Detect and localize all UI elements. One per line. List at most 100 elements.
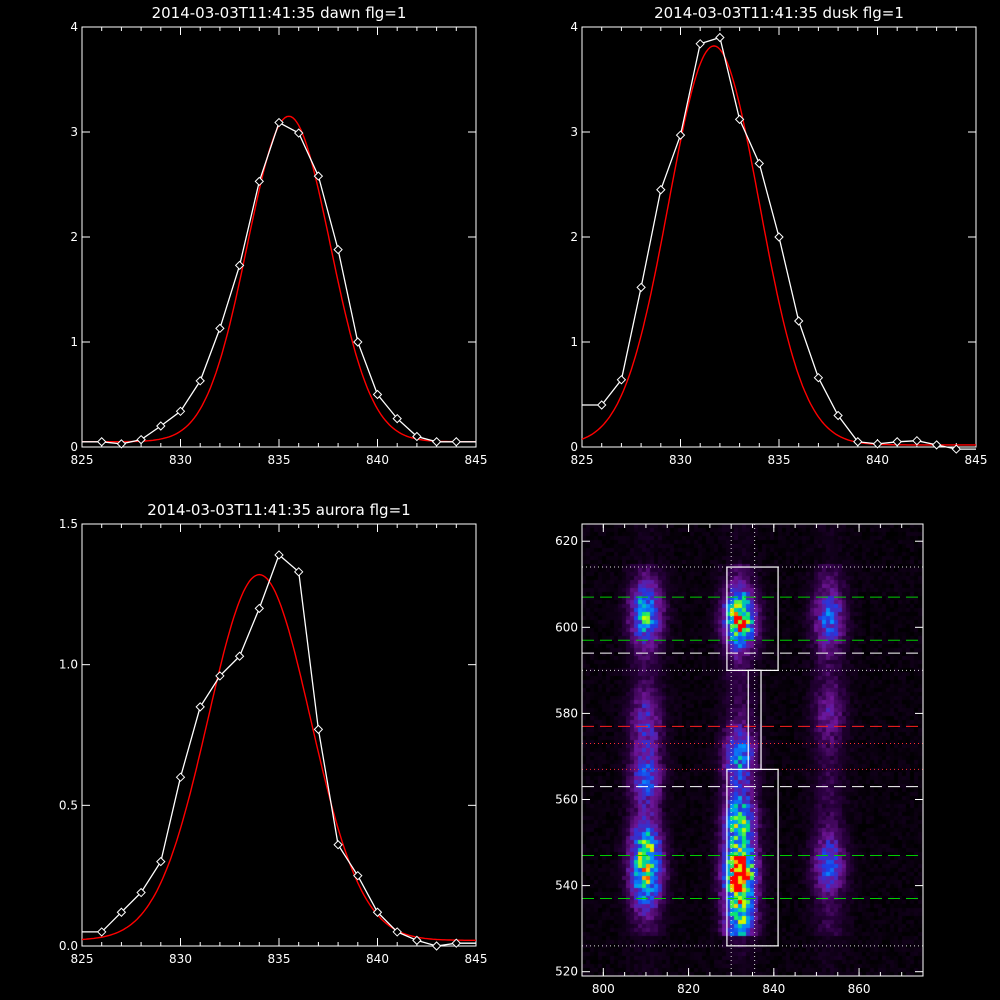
- y-tick-label: 2: [70, 230, 78, 244]
- x-tick-label: 845: [465, 453, 488, 467]
- data-point: [313, 724, 324, 735]
- data-point: [695, 39, 705, 49]
- y-tick-label: 0.5: [59, 798, 78, 812]
- data-point: [451, 437, 462, 447]
- chart-title: 2014-03-03T11:41:35 dusk flg=1: [654, 4, 904, 22]
- data-point: [274, 550, 284, 560]
- y-tick-label: 0.0: [59, 939, 78, 953]
- data-point: [833, 410, 843, 421]
- chart-title: 2014-03-03T11:41:35 dawn flg=1: [152, 4, 407, 22]
- y-tick-label: 3: [70, 125, 78, 139]
- data-point: [912, 435, 922, 446]
- data-point: [431, 941, 442, 951]
- data-point: [116, 907, 127, 917]
- data-point: [951, 444, 962, 454]
- data-point: [872, 439, 883, 449]
- data-point: [431, 437, 442, 447]
- data-point: [793, 316, 804, 326]
- data-point: [392, 413, 402, 424]
- data-point: [372, 907, 383, 917]
- fit-curve: [81, 573, 476, 941]
- data-point: [333, 840, 343, 850]
- panel-spectrogram: 800 820 840 860 520 540 560 580 600 620: [555, 523, 924, 996]
- data-point: [813, 372, 824, 383]
- y-tick-label: 0: [570, 440, 578, 454]
- data-point: [596, 400, 607, 410]
- x-tick-label: 840: [366, 952, 389, 966]
- axes-frame: [81, 26, 477, 448]
- data-point: [412, 935, 422, 946]
- data-point: [195, 376, 205, 386]
- x-tick-label: 820: [677, 982, 700, 996]
- x-tick-label: 845: [465, 952, 488, 966]
- data-point: [636, 282, 646, 293]
- x-tick-label: 840: [866, 453, 889, 467]
- x-tick-label: 825: [71, 453, 94, 467]
- measured-line: [82, 553, 476, 947]
- data-point: [931, 440, 942, 450]
- x-tick-label: 835: [268, 453, 291, 467]
- y-tick-label: 1: [70, 335, 78, 349]
- data-point: [156, 421, 166, 431]
- data-point: [853, 437, 863, 447]
- data-point: [254, 176, 265, 187]
- data-point: [175, 406, 186, 417]
- selection-box-2: [747, 669, 762, 770]
- data-point: [96, 437, 107, 447]
- data-point: [353, 337, 363, 347]
- y-tick-label: 600: [555, 620, 578, 634]
- data-point: [353, 870, 363, 881]
- chart-title: 2014-03-03T11:41:35 aurora flg=1: [147, 501, 410, 519]
- data-point: [715, 32, 725, 43]
- data-point: [274, 117, 284, 128]
- panel-dawn: 825 830 835 840 845 0 1 2 3 4 2014-03-03T11:41:35 …: [70, 4, 487, 467]
- data-point: [215, 671, 225, 681]
- data-point: [734, 114, 745, 125]
- x-tick-label: 830: [669, 453, 692, 467]
- y-tick-label: 1.5: [59, 517, 78, 531]
- data-point: [293, 128, 304, 138]
- data-point: [892, 437, 902, 447]
- y-tick-label: 560: [555, 793, 578, 807]
- y-tick-label: 3: [570, 125, 578, 139]
- panel-aurora: 825 830 835 840 845 0.0 0.5 1.0 1.5 2014-03-03T11…: [59, 501, 488, 966]
- fit-curve: [82, 115, 476, 443]
- data-point: [116, 439, 127, 449]
- data-point: [313, 171, 324, 181]
- y-tick-label: 4: [70, 20, 78, 34]
- data-point: [451, 938, 462, 948]
- data-point: [293, 567, 304, 577]
- axes-frame: [81, 523, 477, 947]
- x-tick-label: 800: [592, 982, 615, 996]
- y-tick-label: 1: [570, 335, 578, 349]
- x-tick-label: 835: [768, 453, 791, 467]
- x-tick-label: 830: [169, 453, 192, 467]
- y-tick-label: 580: [555, 706, 578, 720]
- measured-line: [82, 121, 476, 445]
- spectrogram-image: [582, 524, 923, 976]
- x-tick-label: 825: [71, 952, 94, 966]
- data-point: [616, 375, 627, 385]
- data-point: [656, 185, 666, 195]
- data-point: [136, 434, 146, 445]
- panel-dusk: 825 830 835 840 845 0 1 2 3 4 2014-03-03T11:41:35 …: [570, 4, 987, 467]
- data-point: [754, 158, 765, 169]
- data-point: [412, 431, 422, 442]
- fit-curve: [581, 45, 976, 446]
- y-tick-label: 520: [555, 965, 578, 979]
- data-point: [234, 651, 245, 661]
- x-tick-label: 845: [965, 453, 988, 467]
- data-point: [136, 887, 146, 898]
- data-point: [392, 927, 402, 937]
- x-tick-label: 835: [268, 952, 291, 966]
- x-tick-label: 840: [366, 453, 389, 467]
- data-point: [372, 389, 383, 400]
- x-tick-label: 825: [571, 453, 594, 467]
- data-point: [234, 260, 245, 271]
- x-tick-label: 860: [848, 982, 871, 996]
- data-point: [774, 232, 784, 242]
- y-tick-label: 4: [570, 20, 578, 34]
- data-point: [675, 130, 686, 140]
- data-point: [156, 856, 166, 867]
